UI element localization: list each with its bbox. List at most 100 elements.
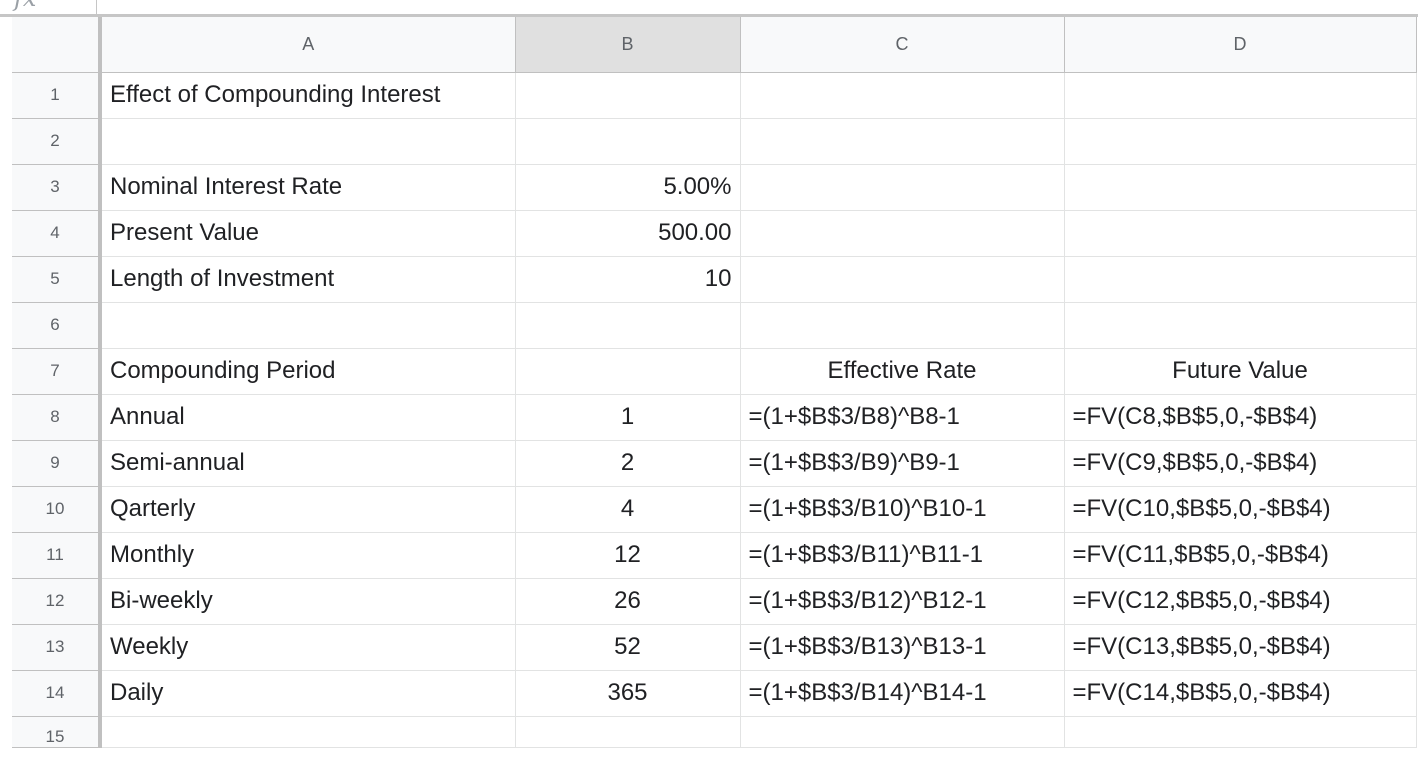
spreadsheet-grid: A B C D 1 Effect of Compounding Interest… [12,17,1417,748]
cell-b5[interactable]: 10 [515,256,741,303]
cell-b9[interactable]: 2 [515,440,741,487]
cell-a12[interactable]: Bi-weekly [100,578,516,625]
row-header[interactable]: 4 [12,210,102,257]
cell-d7[interactable]: Future Value [1064,348,1417,395]
row-header[interactable]: 9 [12,440,102,487]
row-header[interactable]: 11 [12,532,102,579]
table-row: 12 Bi-weekly 26 =(1+$B$3/B12)^B12-1 =FV(… [12,578,1417,625]
column-header-b[interactable]: B [515,17,741,73]
cell-d3[interactable] [1064,164,1417,211]
column-header-c[interactable]: C [740,17,1065,73]
table-row: 11 Monthly 12 =(1+$B$3/B11)^B11-1 =FV(C1… [12,532,1417,579]
column-header-d[interactable]: D [1064,17,1417,73]
cell-c5[interactable] [740,256,1065,303]
cell-d2[interactable] [1064,118,1417,165]
table-row: 3 Nominal Interest Rate 5.00% [12,164,1417,211]
cell-a14[interactable]: Daily [100,670,516,717]
cell-a6[interactable] [100,302,516,349]
cell-d12[interactable]: =FV(C12,$B$5,0,-$B$4) [1064,578,1417,625]
cell-d14[interactable]: =FV(C14,$B$5,0,-$B$4) [1064,670,1417,717]
cell-a11[interactable]: Monthly [100,532,516,579]
table-row: 13 Weekly 52 =(1+$B$3/B13)^B13-1 =FV(C13… [12,624,1417,671]
row-header[interactable]: 12 [12,578,102,625]
cell-c9[interactable]: =(1+$B$3/B9)^B9-1 [740,440,1065,487]
table-row: 5 Length of Investment 10 [12,256,1417,303]
cell-b8[interactable]: 1 [515,394,741,441]
table-row: 1 Effect of Compounding Interest [12,72,1417,119]
cell-b3[interactable]: 5.00% [515,164,741,211]
cell-a3[interactable]: Nominal Interest Rate [100,164,516,211]
cell-d11[interactable]: =FV(C11,$B$5,0,-$B$4) [1064,532,1417,579]
row-header[interactable]: 5 [12,256,102,303]
cell-c1[interactable] [740,72,1065,119]
cell-c11[interactable]: =(1+$B$3/B11)^B11-1 [740,532,1065,579]
column-header-a[interactable]: A [100,17,516,73]
cell-b10[interactable]: 4 [515,486,741,533]
cell-a13[interactable]: Weekly [100,624,516,671]
cell-a2[interactable] [100,118,516,165]
cell-d1[interactable] [1064,72,1417,119]
cell-d5[interactable] [1064,256,1417,303]
table-row: 8 Annual 1 =(1+$B$3/B8)^B8-1 =FV(C8,$B$5… [12,394,1417,441]
cell-a4[interactable]: Present Value [100,210,516,257]
row-header[interactable]: 7 [12,348,102,395]
cell-b13[interactable]: 52 [515,624,741,671]
cell-d6[interactable] [1064,302,1417,349]
cell-c12[interactable]: =(1+$B$3/B12)^B12-1 [740,578,1065,625]
row-header[interactable]: 2 [12,118,102,165]
row-header[interactable]: 15 [12,716,102,748]
cell-a1[interactable]: Effect of Compounding Interest [100,72,516,119]
cell-c7[interactable]: Effective Rate [740,348,1065,395]
cell-b14[interactable]: 365 [515,670,741,717]
table-row: 14 Daily 365 =(1+$B$3/B14)^B14-1 =FV(C14… [12,670,1417,717]
cell-c3[interactable] [740,164,1065,211]
table-row: 15 [12,716,1417,748]
formula-bar[interactable]: fx [0,0,1418,17]
cell-d15[interactable] [1064,716,1417,748]
cell-d13[interactable]: =FV(C13,$B$5,0,-$B$4) [1064,624,1417,671]
cell-d10[interactable]: =FV(C10,$B$5,0,-$B$4) [1064,486,1417,533]
cell-b15[interactable] [515,716,741,748]
cell-c2[interactable] [740,118,1065,165]
row-header[interactable]: 14 [12,670,102,717]
cell-b7[interactable] [515,348,741,395]
cell-d8[interactable]: =FV(C8,$B$5,0,-$B$4) [1064,394,1417,441]
cell-a8[interactable]: Annual [100,394,516,441]
cell-c10[interactable]: =(1+$B$3/B10)^B10-1 [740,486,1065,533]
cell-b12[interactable]: 26 [515,578,741,625]
column-header-row: A B C D [12,17,1417,73]
formula-bar-divider [96,0,97,14]
cell-a5[interactable]: Length of Investment [100,256,516,303]
fx-icon: fx [14,0,36,10]
select-all-corner[interactable] [12,17,102,73]
table-row: 7 Compounding Period Effective Rate Futu… [12,348,1417,395]
cell-c15[interactable] [740,716,1065,748]
cell-c4[interactable] [740,210,1065,257]
cell-a10[interactable]: Qarterly [100,486,516,533]
cell-c13[interactable]: =(1+$B$3/B13)^B13-1 [740,624,1065,671]
table-row: 4 Present Value 500.00 [12,210,1417,257]
cell-d4[interactable] [1064,210,1417,257]
cell-a7[interactable]: Compounding Period [100,348,516,395]
cell-c8[interactable]: =(1+$B$3/B8)^B8-1 [740,394,1065,441]
row-header[interactable]: 3 [12,164,102,211]
table-row: 2 [12,118,1417,165]
cell-b1[interactable] [515,72,741,119]
cell-d9[interactable]: =FV(C9,$B$5,0,-$B$4) [1064,440,1417,487]
table-row: 9 Semi-annual 2 =(1+$B$3/B9)^B9-1 =FV(C9… [12,440,1417,487]
cell-a15[interactable] [100,716,516,748]
cell-b2[interactable] [515,118,741,165]
row-header[interactable]: 8 [12,394,102,441]
row-header[interactable]: 6 [12,302,102,349]
row-header[interactable]: 10 [12,486,102,533]
cell-c6[interactable] [740,302,1065,349]
cell-b4[interactable]: 500.00 [515,210,741,257]
cell-c14[interactable]: =(1+$B$3/B14)^B14-1 [740,670,1065,717]
row-header[interactable]: 1 [12,72,102,119]
row-header[interactable]: 13 [12,624,102,671]
cell-b6[interactable] [515,302,741,349]
cell-b11[interactable]: 12 [515,532,741,579]
table-row: 10 Qarterly 4 =(1+$B$3/B10)^B10-1 =FV(C1… [12,486,1417,533]
cell-a9[interactable]: Semi-annual [100,440,516,487]
table-row: 6 [12,302,1417,349]
